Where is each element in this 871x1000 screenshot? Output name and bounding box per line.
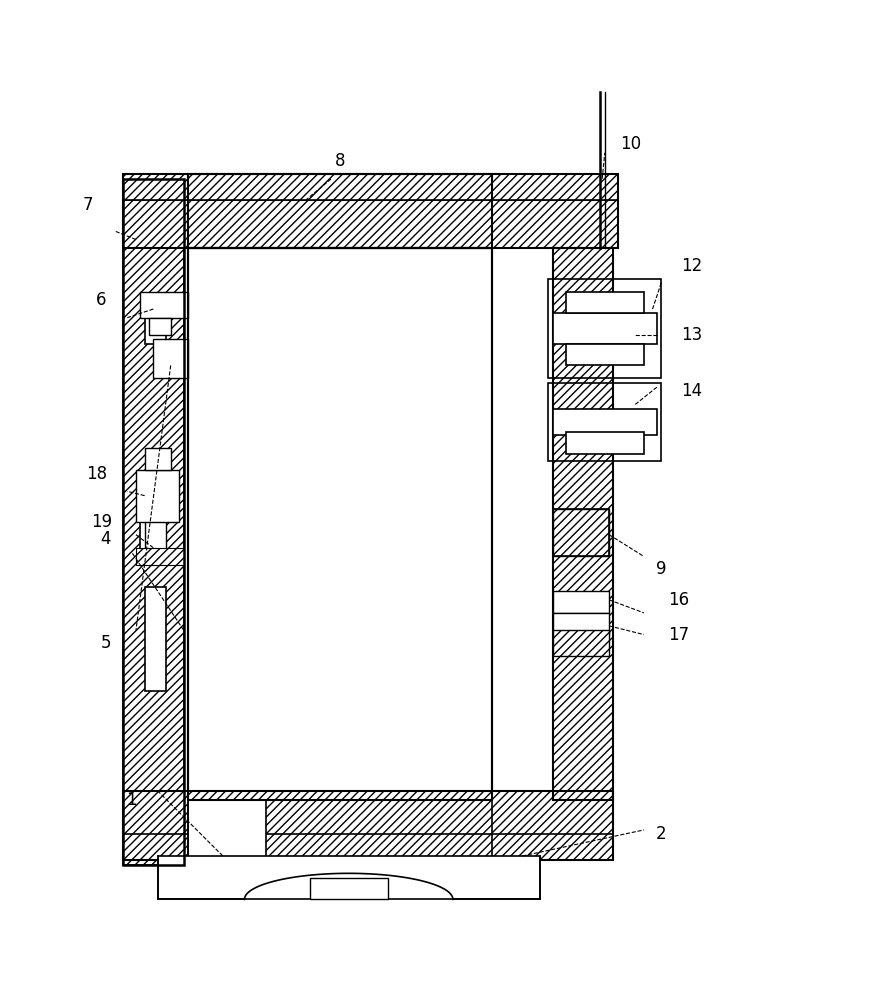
Bar xyxy=(553,509,609,556)
Bar xyxy=(188,800,267,860)
Bar xyxy=(123,179,184,865)
Bar xyxy=(309,878,388,899)
Bar xyxy=(188,248,492,800)
Bar xyxy=(123,174,618,200)
Bar xyxy=(549,279,661,378)
Text: 16: 16 xyxy=(668,591,689,609)
Bar xyxy=(566,432,644,454)
Bar xyxy=(145,496,166,552)
Bar xyxy=(553,630,609,656)
Bar xyxy=(123,187,184,865)
Bar xyxy=(140,517,166,552)
Text: 8: 8 xyxy=(334,152,345,170)
Bar xyxy=(566,292,644,313)
Text: 1: 1 xyxy=(126,791,137,809)
Bar xyxy=(136,548,184,565)
Bar xyxy=(553,409,657,435)
Bar xyxy=(123,174,618,248)
Bar xyxy=(188,800,492,860)
Bar xyxy=(123,791,613,860)
Text: 13: 13 xyxy=(681,326,702,344)
Text: 12: 12 xyxy=(681,257,702,275)
Bar xyxy=(188,248,492,800)
Text: 7: 7 xyxy=(83,196,93,214)
Text: 2: 2 xyxy=(656,825,666,843)
Bar xyxy=(136,470,179,522)
Text: 14: 14 xyxy=(681,382,702,400)
Text: 4: 4 xyxy=(100,530,111,548)
Bar xyxy=(153,339,188,378)
Bar xyxy=(158,856,540,899)
Bar xyxy=(145,470,166,517)
Bar xyxy=(553,591,609,613)
Bar xyxy=(123,791,613,839)
Bar xyxy=(123,834,613,860)
Bar xyxy=(549,383,661,461)
Bar xyxy=(553,509,609,556)
Bar xyxy=(553,248,613,800)
Bar xyxy=(145,318,166,344)
Bar xyxy=(553,313,657,344)
Bar xyxy=(145,448,171,470)
Text: 19: 19 xyxy=(91,513,111,531)
Bar xyxy=(123,200,618,248)
Bar xyxy=(188,174,492,248)
Text: 18: 18 xyxy=(86,465,107,483)
Text: 10: 10 xyxy=(620,135,641,153)
Text: 5: 5 xyxy=(100,634,111,652)
Bar xyxy=(140,292,188,318)
Text: 9: 9 xyxy=(656,560,666,578)
Text: 17: 17 xyxy=(668,626,689,644)
Bar xyxy=(149,318,171,335)
Bar xyxy=(553,613,609,635)
Bar xyxy=(145,587,166,691)
Bar xyxy=(553,248,613,800)
Bar xyxy=(566,344,644,365)
Text: 6: 6 xyxy=(96,291,106,309)
